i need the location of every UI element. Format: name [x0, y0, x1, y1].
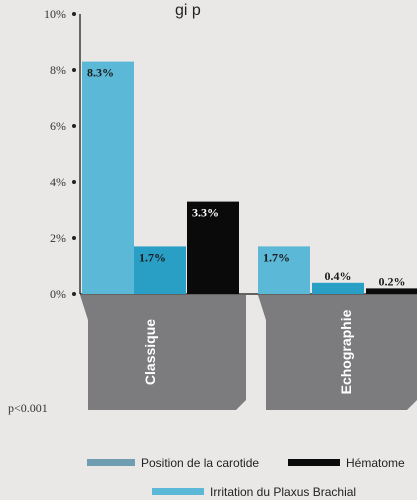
y-tick-dot — [72, 68, 76, 72]
legend-swatch-irritation — [152, 488, 204, 495]
category-panel — [258, 295, 417, 410]
legend-swatch-carotide — [87, 459, 135, 466]
y-tick-dot — [72, 236, 76, 240]
category-panel — [80, 295, 246, 410]
category-label: Echographie — [338, 309, 354, 394]
data-label: 0.4% — [325, 269, 352, 283]
y-tick-label: 6% — [50, 119, 66, 133]
data-label: 0.2% — [379, 274, 406, 288]
category-label: Classique — [142, 319, 158, 385]
y-tick-dot — [72, 124, 76, 128]
bars — [82, 61, 417, 294]
bar — [312, 282, 364, 294]
y-tick-label: 10% — [44, 7, 66, 21]
y-tick-dot — [72, 292, 76, 296]
legend-swatch-hematome — [288, 459, 340, 466]
bar — [258, 246, 310, 294]
bar — [366, 288, 417, 294]
chart-title-fragment: gi p — [175, 2, 201, 19]
y-tick-label: 4% — [50, 175, 66, 189]
legend-label-irritation: Irritation du Plaxus Brachial — [210, 485, 356, 499]
y-tick-label: 8% — [50, 63, 66, 77]
y-tick-dot — [72, 180, 76, 184]
data-label: 3.3% — [192, 206, 219, 220]
data-label: 1.7% — [263, 250, 290, 264]
bar — [187, 201, 239, 294]
y-tick-label: 0% — [50, 287, 66, 301]
y-ticks: 0% 2% 4% 6% 8% 10% — [44, 7, 76, 301]
y-tick-dot — [72, 12, 76, 16]
bar — [82, 61, 134, 294]
data-labels: 8.3% 1.7% 3.3% 1.7% 0.4% 0.2% — [87, 66, 406, 289]
y-tick-label: 2% — [50, 231, 66, 245]
legend-label-carotide: Position de la carotide — [141, 456, 259, 470]
p-value: p<0.001 — [8, 401, 48, 415]
data-label: 1.7% — [139, 250, 166, 264]
data-label: 8.3% — [87, 66, 114, 80]
category-panels: Classique Echographie — [80, 295, 417, 410]
bar — [134, 246, 186, 294]
legend: Position de la carotide Hématome Irritat… — [87, 456, 405, 499]
legend-label-hematome: Hématome — [346, 456, 405, 470]
